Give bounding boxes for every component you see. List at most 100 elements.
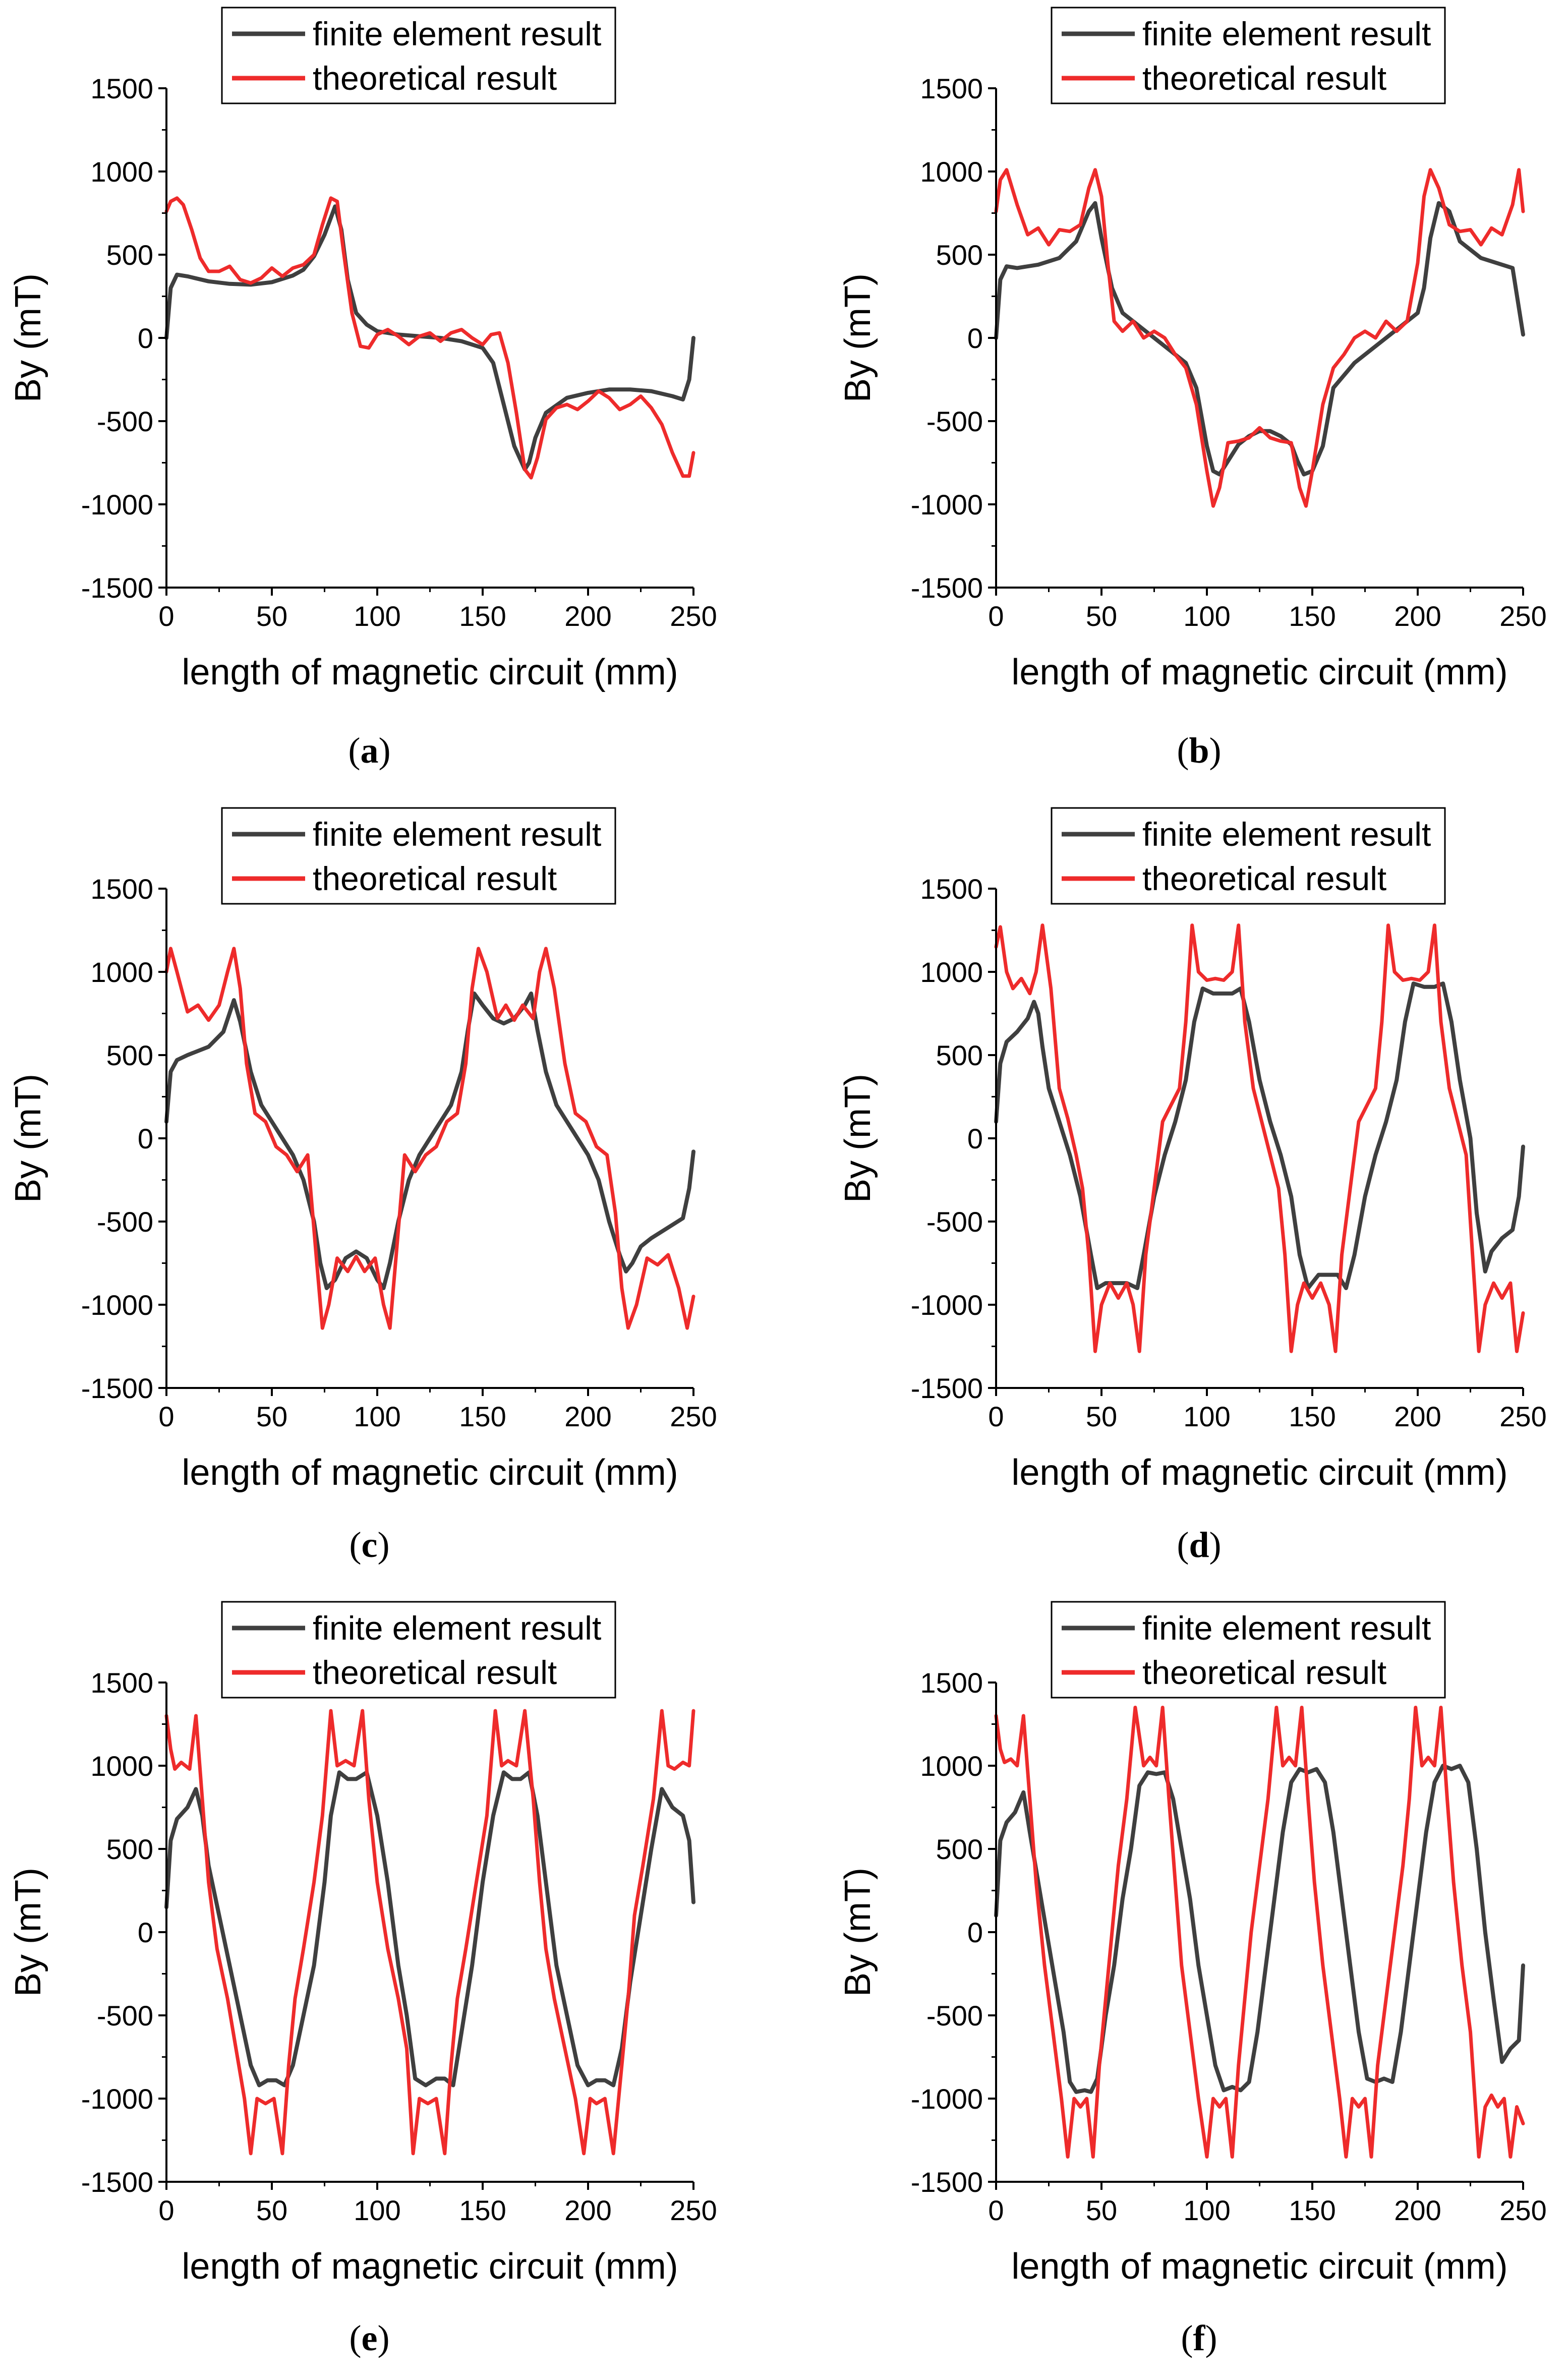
x-tick-label: 0 [988,2194,1004,2226]
chart-panel-f: -1500 -1000 -500 0 500 1000 1500 0 50 100 150 200 25… [838,1601,1547,2358]
y-tick-label: 500 [936,239,983,271]
legend-label-fe: finite element result [1142,15,1431,52]
y-tick-label: 1500 [920,1667,983,1699]
theory-series-line [994,168,1525,508]
y-axis-label: By (mT) [838,1868,878,1997]
legend: finite element result theoretical result [1051,1601,1446,1699]
y-tick-label: 1000 [920,156,983,188]
theory-series-line [164,196,695,480]
chart-panel-a: -1500 -1000 -500 0 500 1000 1500 0 50 100 150 200 25… [8,7,717,771]
x-tick-label: 0 [158,2194,174,2226]
y-tick-label: -1000 [81,489,153,520]
y-tick-label: 1500 [920,873,983,905]
y-tick-label: 500 [106,239,153,271]
x-tick-label: 50 [1086,1401,1117,1432]
y-axis-label: By (mT) [8,1868,48,1997]
y-tick-label: 1000 [90,156,153,188]
x-tick-label: 100 [1183,1401,1230,1432]
panel-caption: (e) [350,2318,390,2358]
y-tick-label: -500 [97,1206,153,1238]
x-tick-label: 250 [1499,600,1546,632]
y-tick-label: 1500 [920,73,983,104]
y-tick-label: -500 [97,405,153,437]
legend-label-theory: theoretical result [1142,860,1386,897]
fe-series-line [994,1764,1525,2094]
x-tick-label: 0 [158,600,174,632]
x-tick-label: 50 [256,1401,287,1432]
caption-letter: c [362,1525,378,1565]
y-tick-label: 1500 [90,873,153,905]
legend: finite element result theoretical result [221,1601,616,1699]
y-tick-label: 500 [106,1039,153,1071]
legend: finite element result theoretical result [221,807,616,905]
y-tick-label: -1000 [81,2083,153,2115]
x-tick-label: 250 [670,2194,717,2226]
x-tick-label: 150 [1289,600,1335,632]
x-axis-label: length of magnetic circuit (mm) [182,2246,678,2287]
y-tick-label: -500 [926,1206,983,1238]
x-axis-label: length of magnetic circuit (mm) [182,1453,678,1493]
y-tick-label: -500 [97,2000,153,2032]
x-tick-label: 200 [1394,600,1441,632]
caption-letter: a [361,730,379,771]
x-tick-label: 150 [1289,2194,1335,2226]
x-tick-label: 200 [564,600,611,632]
theory-series-line [994,923,1525,1353]
y-tick-label: -500 [926,2000,983,2032]
y-tick-label: 500 [936,1833,983,1865]
y-tick-label: 1500 [90,73,153,104]
y-tick-label: 0 [967,1123,983,1154]
x-tick-label: 250 [1499,2194,1546,2226]
x-tick-label: 100 [354,1401,400,1432]
x-tick-label: 100 [1183,2194,1230,2226]
x-tick-label: 150 [459,2194,506,2226]
x-tick-label: 50 [256,600,287,632]
theory-series-line [164,947,695,1330]
x-tick-label: 200 [1394,2194,1441,2226]
x-axis-label: length of magnetic circuit (mm) [1011,2246,1507,2287]
chart-panel-b: -1500 -1000 -500 0 500 1000 1500 0 50 100 150 200 25… [838,7,1547,771]
fe-series-line [164,991,695,1290]
x-tick-label: 50 [256,2194,287,2226]
y-tick-label: -500 [926,405,983,437]
y-tick-label: -1500 [81,2166,153,2198]
y-axis-label: By (mT) [838,1074,878,1203]
x-tick-label: 200 [564,2194,611,2226]
legend-label-fe: finite element result [1142,1609,1431,1647]
y-tick-label: -1500 [911,2166,983,2198]
chart-panel-e: -1500 -1000 -500 0 500 1000 1500 0 50 100 150 200 25… [8,1601,717,2358]
y-tick-label: 0 [967,322,983,354]
x-tick-label: 150 [459,1401,506,1432]
caption-letter: e [362,2318,378,2358]
y-tick-label: 0 [967,1917,983,1948]
y-tick-label: 0 [138,1123,153,1154]
theory-series-line [164,1709,695,2156]
x-tick-label: 50 [1086,600,1117,632]
legend-label-fe: finite element result [1142,816,1431,853]
panel-caption: (b) [1177,730,1221,771]
panel-caption: (c) [350,1525,390,1565]
caption-letter: f [1193,2318,1206,2358]
legend: finite element result theoretical result [1051,7,1446,104]
x-tick-label: 0 [988,600,1004,632]
legend-box [221,1601,616,1699]
caption-letter: b [1189,730,1209,771]
y-axis-label: By (mT) [8,1074,48,1203]
legend-label-fe: finite element result [313,15,601,52]
x-tick-label: 150 [1289,1401,1335,1432]
x-axis-label: length of magnetic circuit (mm) [1011,652,1507,692]
y-tick-label: 500 [936,1039,983,1071]
legend-box [1051,7,1446,104]
x-tick-label: 100 [354,600,400,632]
x-tick-label: 100 [1183,600,1230,632]
legend-label-theory: theoretical result [1142,60,1386,97]
legend-label-theory: theoretical result [313,1654,557,1691]
caption-letter: d [1189,1525,1209,1565]
chart-panel-d: -1500 -1000 -500 0 500 1000 1500 0 50 100 150 200 25… [838,807,1547,1565]
x-tick-label: 50 [1086,2194,1117,2226]
y-tick-label: 1500 [90,1667,153,1699]
y-tick-label: 500 [106,1833,153,1865]
y-tick-label: 1000 [90,956,153,988]
x-tick-label: 250 [670,600,717,632]
